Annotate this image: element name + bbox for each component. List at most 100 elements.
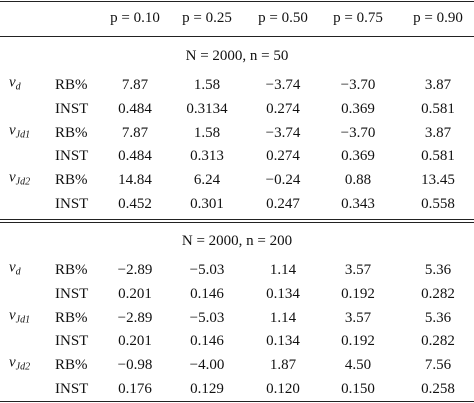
value: −2.89 — [117, 262, 153, 278]
value: 3.57 — [344, 309, 372, 326]
estimator: vd — [9, 259, 21, 282]
estimator-sub: Jd2 — [15, 361, 31, 373]
rule — [0, 1, 474, 2]
value: −3.74 — [265, 77, 301, 93]
value: 0.150 — [341, 381, 375, 397]
value: 0.146 — [190, 333, 224, 350]
metric: RB% — [55, 309, 88, 326]
value: 0.192 — [341, 333, 375, 350]
estimator-base: v — [9, 169, 16, 186]
value: 3.57 — [344, 262, 372, 278]
value: 3.87 — [424, 124, 452, 141]
value: −3.70 — [340, 124, 376, 141]
metric: RB% — [55, 77, 88, 93]
value: 5.36 — [424, 262, 452, 278]
estimator: vJd2 — [9, 169, 30, 192]
rule — [0, 36, 474, 37]
value: 14.84 — [118, 172, 152, 189]
estimator: vd — [9, 74, 21, 97]
value: −4.00 — [189, 357, 225, 374]
value: 0.258 — [421, 381, 455, 397]
value: −2.89 — [117, 309, 153, 326]
value: 0.581 — [421, 100, 455, 117]
metric: RB% — [55, 124, 88, 141]
value: 1.14 — [269, 309, 297, 326]
estimator-sub: d — [15, 266, 21, 278]
metric: INST — [55, 381, 89, 397]
estimator-base: v — [9, 354, 16, 371]
rule — [0, 222, 474, 223]
value: 7.87 — [121, 124, 149, 141]
estimator-sub: d — [15, 81, 21, 93]
value: 6.24 — [193, 172, 221, 189]
value: −5.03 — [189, 309, 225, 326]
value: 0.343 — [341, 196, 375, 212]
value: 7.87 — [121, 77, 149, 93]
value: 0.88 — [344, 172, 372, 189]
value: 0.3134 — [186, 100, 228, 117]
metric: INST — [55, 333, 89, 350]
value: 4.50 — [344, 357, 372, 374]
value: −0.24 — [265, 172, 301, 189]
value: 0.192 — [341, 285, 375, 302]
value: 0.274 — [266, 100, 300, 117]
value: 0.369 — [341, 100, 375, 117]
column-header: p = 0.90 — [413, 10, 463, 26]
value: 0.146 — [190, 285, 224, 302]
estimator-sub: Jd1 — [15, 129, 31, 141]
value: 0.134 — [266, 333, 300, 350]
metric: INST — [55, 285, 89, 302]
value: 0.120 — [266, 381, 300, 397]
value: −0.98 — [117, 357, 153, 374]
metric: INST — [55, 100, 89, 117]
estimator-sub: Jd2 — [15, 176, 31, 188]
value: 0.484 — [118, 148, 152, 165]
estimator-base: v — [9, 307, 16, 324]
value: −3.70 — [340, 77, 376, 93]
value: 1.87 — [269, 357, 297, 374]
section-title: N = 2000, n = 200 — [181, 233, 293, 249]
metric: RB% — [55, 172, 88, 189]
value: 1.58 — [193, 77, 221, 93]
value: 0.274 — [266, 148, 300, 165]
estimator: vJd2 — [9, 354, 30, 377]
value: 1.14 — [269, 262, 297, 278]
value: 0.129 — [190, 381, 224, 397]
value: 1.58 — [193, 124, 221, 141]
value: 0.484 — [118, 100, 152, 117]
metric: INST — [55, 148, 89, 165]
column-header: p = 0.75 — [333, 10, 383, 26]
estimator-sub: Jd1 — [15, 314, 31, 326]
value: 5.36 — [424, 309, 452, 326]
estimator-base: v — [9, 259, 16, 276]
estimator-base: v — [9, 74, 16, 91]
metric: RB% — [55, 357, 88, 374]
value: 0.134 — [266, 285, 300, 302]
estimator: vJd1 — [9, 121, 30, 144]
rule — [0, 401, 474, 402]
value: 0.581 — [421, 148, 455, 165]
value: −5.03 — [189, 262, 225, 278]
value: 0.282 — [421, 285, 455, 302]
value: 0.313 — [190, 148, 224, 165]
value: 0.301 — [190, 196, 224, 212]
rule — [0, 219, 474, 220]
section-title: N = 2000, n = 50 — [185, 48, 289, 64]
estimator: vJd1 — [9, 306, 30, 329]
value: 0.201 — [118, 333, 152, 350]
column-header: p = 0.10 — [110, 10, 160, 26]
value: 0.282 — [421, 333, 455, 350]
value: 3.87 — [424, 77, 452, 93]
column-header: p = 0.50 — [258, 10, 308, 26]
value: 0.201 — [118, 285, 152, 302]
value: 7.56 — [424, 357, 452, 374]
column-header: p = 0.25 — [182, 10, 232, 26]
metric: RB% — [55, 262, 88, 278]
value: 0.452 — [118, 196, 152, 212]
value: 0.558 — [421, 196, 455, 212]
value: 0.247 — [266, 196, 300, 212]
value: 0.176 — [118, 381, 152, 397]
value: −3.74 — [265, 124, 301, 141]
value: 0.369 — [341, 148, 375, 165]
